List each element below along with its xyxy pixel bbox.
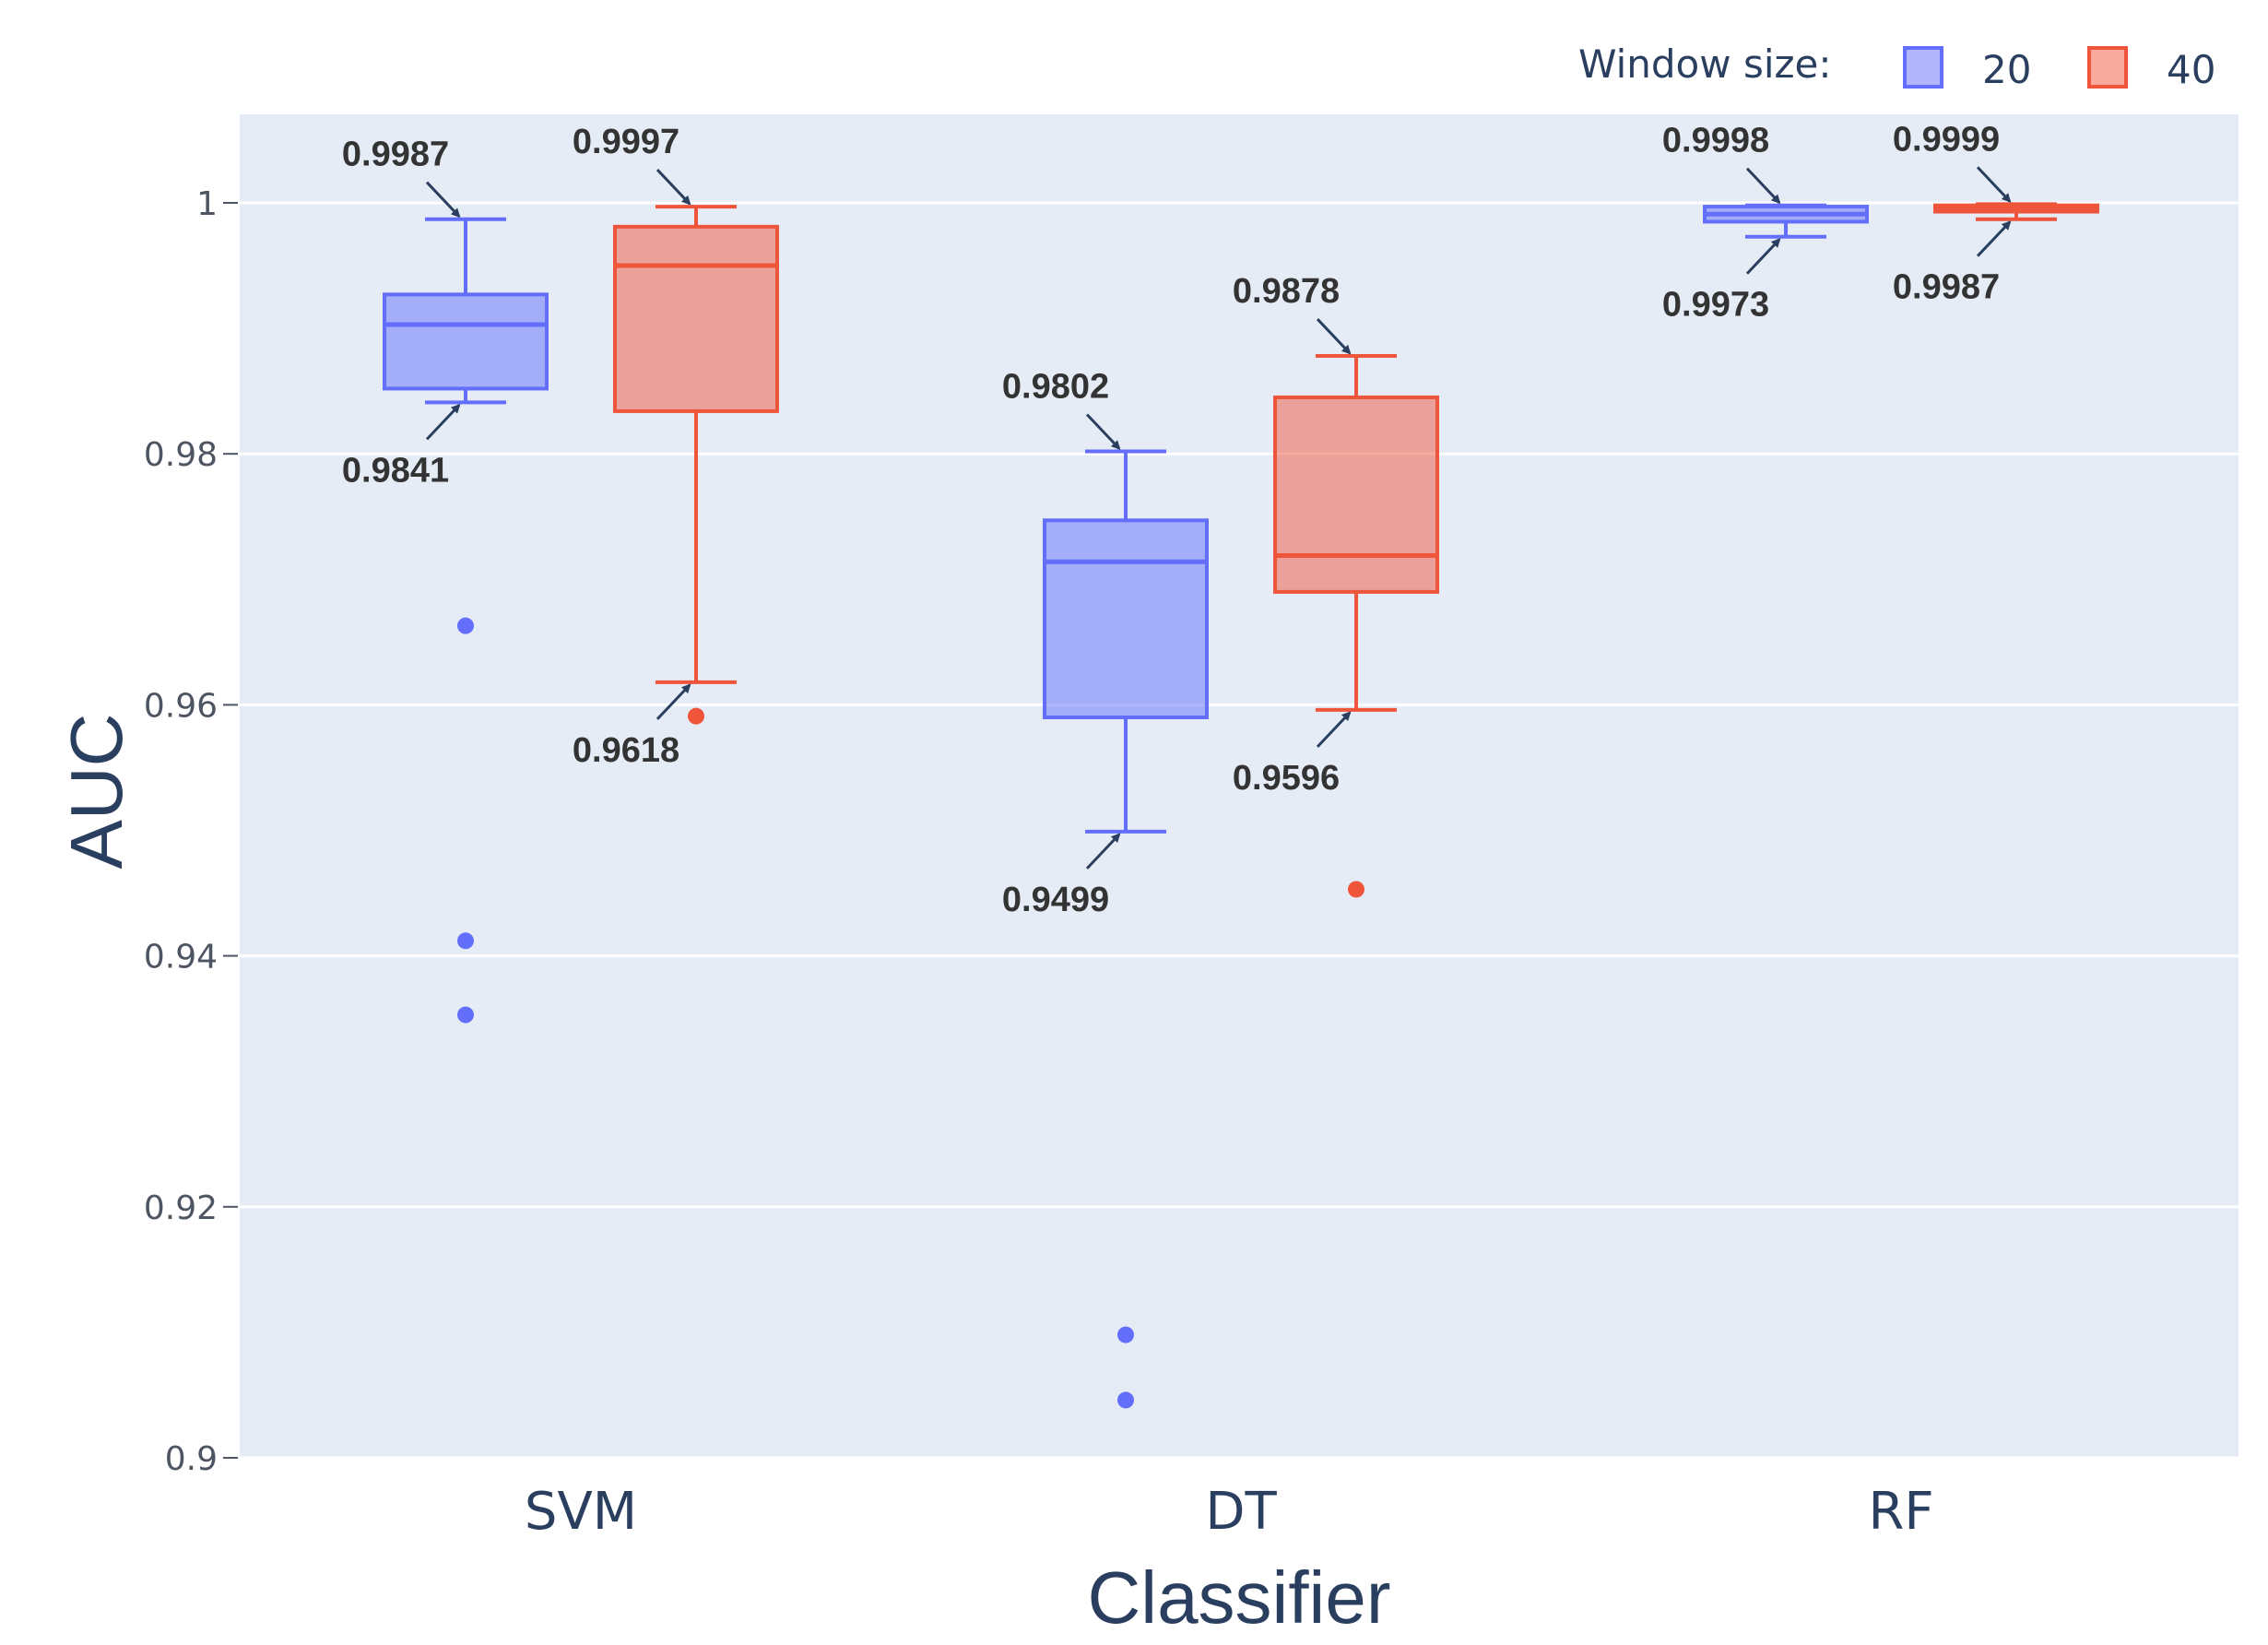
outlier-point	[457, 1006, 474, 1024]
annotation-label: 0.9987	[1893, 268, 2000, 307]
annotation-arrow	[1745, 238, 1781, 275]
outlier-point	[1348, 881, 1364, 898]
y-axis-title: AUC	[55, 714, 137, 870]
plot-background	[240, 114, 2238, 1458]
box-series	[383, 202, 2099, 1409]
box-svm-40	[613, 205, 779, 725]
annotation-arrow	[1976, 166, 2012, 203]
x-axis-categories: SVM DT RF	[525, 1482, 1934, 1542]
legend-title: Window size:	[1578, 41, 1832, 87]
legend-swatch-20	[1903, 46, 1943, 89]
iqr-box	[1043, 518, 1209, 720]
annotation-label: 0.9499	[1002, 881, 1109, 919]
outlier-point	[457, 932, 474, 950]
annotation-arrow	[1316, 711, 1352, 748]
annotation-label: 0.9841	[342, 451, 449, 490]
box-dt-20	[1043, 449, 1209, 1409]
outlier-point	[1117, 1326, 1134, 1343]
x-category-label: DT	[1205, 1482, 1277, 1542]
annotation-label: 0.9802	[1002, 367, 1109, 406]
box-rf-20	[1703, 203, 1869, 239]
iqr-box	[383, 292, 549, 391]
annotations: 0.9987 0.9841 0.9997 0.9618 0.9802 0.9499 0.98…	[342, 120, 2012, 919]
annotation-label: 0.9878	[1233, 272, 1340, 311]
annotation-arrow	[656, 683, 691, 720]
outlier-point	[457, 617, 474, 634]
annotation-arrow	[1085, 833, 1121, 870]
box-rf-40	[1933, 202, 2099, 221]
legend-label-40: 40	[2167, 47, 2215, 92]
annotation-arrow	[656, 169, 691, 206]
iqr-box	[1273, 395, 1439, 594]
box-svm-20	[383, 217, 549, 1024]
annotation-arrow	[425, 403, 461, 441]
y-tick-label: 0.96	[144, 687, 218, 725]
y-tick-label: 0.92	[144, 1189, 218, 1227]
y-axis-ticks: 0.9 0.92 0.94 0.96 0.98 1	[144, 185, 238, 1478]
annotation-arrow	[1316, 318, 1352, 355]
legend: Window size: 20 40	[1578, 41, 2215, 92]
annotation-label: 0.9997	[573, 123, 679, 161]
y-tick-label: 0.94	[144, 939, 218, 976]
annotation-arrow	[1976, 220, 2012, 257]
annotation-label: 0.9618	[573, 731, 679, 770]
y-tick-label: 0.9	[165, 1440, 218, 1478]
annotation-label: 0.9596	[1233, 759, 1340, 798]
x-category-label: SVM	[525, 1482, 637, 1542]
y-tick-label: 0.98	[144, 436, 218, 474]
x-category-label: RF	[1868, 1482, 1933, 1542]
y-tick-label: 1	[196, 185, 218, 223]
iqr-box	[613, 224, 779, 413]
annotation-arrow	[1085, 413, 1121, 450]
gridlines	[240, 201, 2238, 1460]
annotation-arrow	[425, 181, 461, 219]
legend-label-20: 20	[1982, 47, 2031, 92]
box-dt-40	[1273, 354, 1439, 898]
annotation-arrow	[1745, 167, 1781, 205]
outlier-point	[1117, 1391, 1134, 1409]
annotation-label: 0.9973	[1662, 286, 1769, 325]
legend-swatch-40	[2087, 46, 2128, 89]
annotation-label: 0.9998	[1662, 122, 1769, 160]
outlier-point	[688, 707, 704, 725]
annotation-label: 0.9987	[342, 136, 449, 174]
annotation-label: 0.9999	[1893, 120, 2000, 159]
x-axis-title: Classifier	[1088, 1556, 1391, 1639]
